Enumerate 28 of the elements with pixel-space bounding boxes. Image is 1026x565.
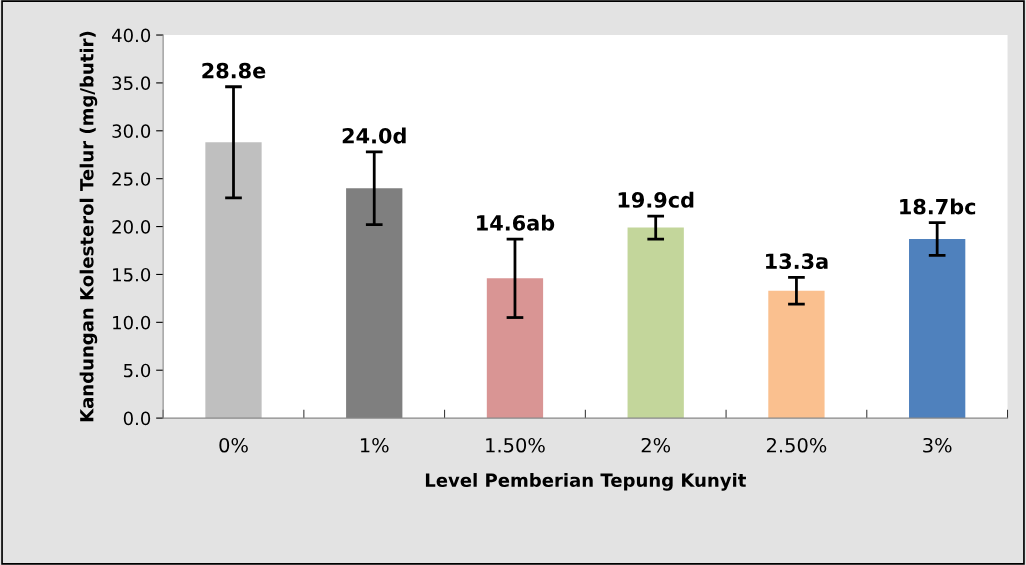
x-tick-label: 2%: [641, 437, 671, 453]
data-label: 13.3a: [766, 253, 828, 270]
y-tick-label: 0.0: [123, 411, 151, 426]
x-axis-title: Level Pemberian Tepung Kunyit: [425, 473, 746, 491]
y-axis-title: Kandungan Kolesterol Telur (mg/butir): [79, 31, 98, 422]
x-tick-label: 0%: [219, 437, 248, 453]
data-label: 18.7bc: [900, 198, 976, 215]
y-tick-label: 35.0: [112, 76, 151, 91]
y-tick-label: 40.0: [112, 28, 151, 43]
y-tick-label: 5.0: [124, 363, 151, 378]
x-tick-label: 1%: [360, 437, 389, 453]
y-tick-label: 25.0: [112, 172, 151, 186]
bar: [909, 239, 966, 419]
data-label: 14.6ab: [477, 214, 555, 231]
y-tick-label: 30.0: [112, 124, 151, 138]
bar: [205, 142, 262, 419]
data-label: 28.8e: [202, 62, 266, 79]
bar: [486, 278, 544, 419]
x-tick-label: 3%: [923, 437, 952, 453]
y-tick-label: 15.0: [113, 267, 151, 282]
y-tick-label: 20.0: [112, 220, 151, 234]
bar: [627, 227, 684, 419]
bar: [768, 290, 825, 419]
x-tick-label: 1.50%: [486, 437, 545, 453]
data-label: 19.9cd: [618, 191, 694, 208]
data-label: 24.0d: [342, 127, 406, 144]
y-tick-label: 10.0: [113, 315, 151, 330]
x-tick-label: 2.50%: [766, 437, 827, 453]
